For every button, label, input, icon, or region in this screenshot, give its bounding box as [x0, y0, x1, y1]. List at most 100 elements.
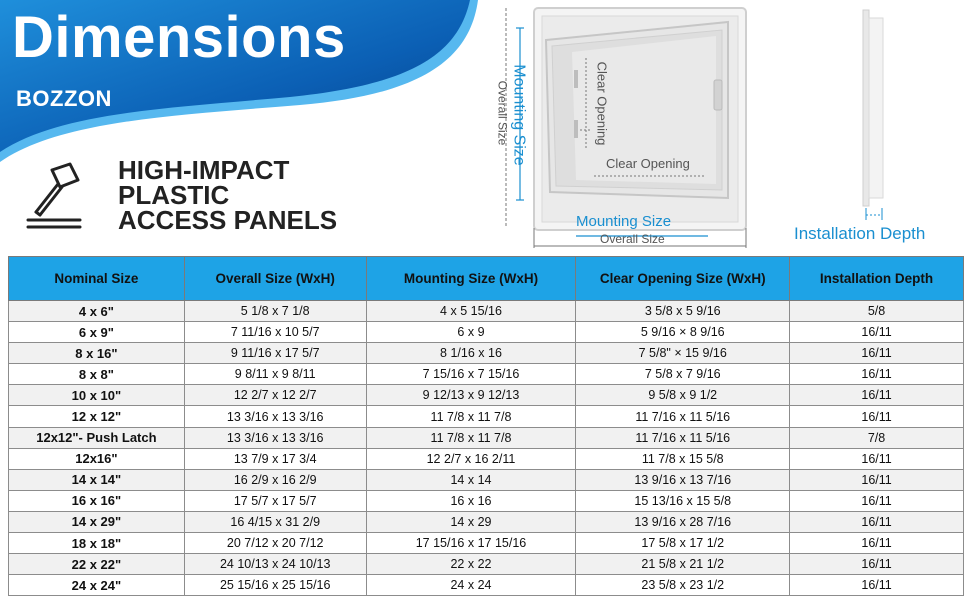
dimensions-table: Nominal Size Overall Size (WxH) Mounting…: [8, 256, 964, 597]
installation-depth-cell: 16/11: [789, 384, 964, 407]
mounting-size-cell: 9 12/13 x 9 12/13: [365, 384, 577, 407]
nominal-size-cell: 14 x 29": [8, 510, 185, 534]
mounting-size-cell: 22 x 22: [365, 553, 577, 576]
nominal-size-cell: 10 x 10": [8, 384, 185, 407]
mounting-size-cell: 24 x 24: [365, 574, 577, 597]
nominal-size-cell: 24 x 24": [8, 574, 185, 597]
overall-size-horizontal-label: Overall Size: [600, 232, 665, 246]
page-title: Dimensions: [12, 5, 346, 70]
clear-opening-cell: 11 7/8 x 15 5/8: [575, 447, 791, 470]
nominal-size-cell: 6 x 9": [8, 321, 185, 344]
table-row: 22 x 22" 24 10/13 x 24 10/13 22 x 22 21 5/8…: [8, 553, 964, 576]
heading-line-2: PLASTIC: [118, 180, 230, 210]
nominal-size-cell: 12x12"- Push Latch: [8, 426, 185, 449]
overall-size-cell: 25 15/16 x 25 15/16: [183, 574, 367, 597]
nominal-size-cell: 12x16": [8, 447, 185, 470]
table-row: 12x12"- Push Latch 13 3/16 x 13 3/16 11 7/…: [8, 426, 964, 449]
clear-opening-cell: 11 7/16 x 11 5/16: [575, 405, 791, 428]
table-row: 14 x 29" 16 4/15 x 31 2/9 14 x 29 13 9/16 x…: [8, 510, 964, 534]
overall-size-cell: 24 10/13 x 24 10/13: [183, 553, 367, 576]
installation-depth-cell: 16/11: [789, 321, 964, 344]
nominal-size-cell: 4 x 6": [8, 299, 185, 323]
nominal-size-cell: 12 x 12": [8, 405, 185, 428]
installation-depth-cell: 16/11: [789, 532, 964, 555]
nominal-size-cell: 18 x 18": [8, 532, 185, 555]
brand-logo: BOZZON: [16, 86, 112, 111]
table-row: 14 x 14" 16 2/9 x 16 2/9 14 x 14 13 9/16 x …: [8, 468, 964, 491]
overall-size-cell: 17 5/7 x 17 5/7: [183, 489, 367, 512]
clear-opening-cell: 23 5/8 x 23 1/2: [575, 574, 791, 597]
installation-depth-cell: 16/11: [789, 510, 964, 534]
installation-depth-cell: 16/11: [789, 468, 964, 491]
mounting-size-cell: 11 7/8 x 11 7/8: [365, 426, 577, 449]
clear-opening-cell: 21 5/8 x 21 1/2: [575, 553, 791, 576]
clear-opening-cell: 3 5/8 x 5 9/16: [575, 299, 791, 323]
hammer-icon: [22, 160, 92, 230]
table-row: 12x16" 13 7/9 x 17 3/4 12 2/7 x 16 2/11 11 …: [8, 447, 964, 470]
mounting-size-cell: 16 x 16: [365, 489, 577, 512]
clear-opening-cell: 15 13/16 x 15 5/8: [575, 489, 791, 512]
table-row: 10 x 10" 12 2/7 x 12 2/7 9 12/13 x 9 12/13…: [8, 384, 964, 407]
installation-depth-cell: 16/11: [789, 363, 964, 386]
overall-size-cell: 13 3/16 x 13 3/16: [183, 426, 367, 449]
overall-size-cell: 16 4/15 x 31 2/9: [183, 510, 367, 534]
clear-opening-cell: 13 9/16 x 13 7/16: [575, 468, 791, 491]
title-banner: Dimensions BOZZON: [0, 0, 480, 170]
nominal-size-cell: 8 x 16": [8, 342, 185, 365]
mounting-size-horizontal-label: Mounting Size: [576, 213, 672, 230]
nominal-size-cell: 22 x 22": [8, 553, 185, 576]
mounting-size-cell: 12 2/7 x 16 2/11: [365, 447, 577, 470]
overall-size-cell: 7 11/16 x 10 5/7: [183, 321, 367, 344]
clear-opening-cell: 13 9/16 x 28 7/16: [575, 510, 791, 534]
clear-opening-cell: 7 5/8 x 7 9/16: [575, 363, 791, 386]
installation-depth-cell: 5/8: [789, 299, 964, 323]
heading-line-1: HIGH-IMPACT: [118, 155, 290, 185]
installation-depth-cell: 16/11: [789, 405, 964, 428]
overall-size-cell: 20 7/12 x 20 7/12: [183, 532, 367, 555]
installation-depth-cell: 7/8: [789, 426, 964, 449]
installation-depth-label: Installation Depth: [794, 224, 926, 243]
overall-size-vertical-label: Overall Size: [495, 80, 510, 146]
heading-line-3: ACCESS PANELS: [118, 205, 338, 235]
mounting-size-cell: 17 15/16 x 17 15/16: [365, 532, 577, 555]
mounting-size-cell: 14 x 29: [365, 510, 577, 534]
table-row: 8 x 16" 9 11/16 x 17 5/7 8 1/16 x 16 7 5/8"…: [8, 342, 964, 365]
overall-size-cell: 16 2/9 x 16 2/9: [183, 468, 367, 491]
banner-background: [0, 0, 478, 162]
table-row: 18 x 18" 20 7/12 x 20 7/12 17 15/16 x 17 1…: [8, 532, 964, 555]
mounting-size-cell: 7 15/16 x 7 15/16: [365, 363, 577, 386]
header-installation-depth: Installation Depth: [789, 256, 964, 301]
mounting-size-cell: 4 x 5 15/16: [365, 299, 577, 323]
table-row: 16 x 16" 17 5/7 x 17 5/7 16 x 16 15 13/16 x…: [8, 489, 964, 512]
nominal-size-cell: 16 x 16": [8, 489, 185, 512]
overall-size-cell: 13 7/9 x 17 3/4: [183, 447, 367, 470]
header-mounting-size: Mounting Size (WxH): [365, 256, 577, 301]
header-overall-size: Overall Size (WxH): [183, 256, 367, 301]
installation-depth-cell: 16/11: [789, 553, 964, 576]
mounting-size-cell: 6 x 9: [365, 321, 577, 344]
overall-size-cell: 9 8/11 x 9 8/11: [183, 363, 367, 386]
clear-opening-vertical-label: Clear Opening: [594, 61, 610, 146]
side-view-diagram: [860, 8, 890, 223]
clear-opening-cell: 11 7/16 x 11 5/16: [575, 426, 791, 449]
panel-drawing: [505, 7, 747, 248]
installation-depth-cell: 16/11: [789, 342, 964, 365]
overall-size-cell: 9 11/16 x 17 5/7: [183, 342, 367, 365]
clear-opening-cell: 7 5/8" × 15 9/16: [575, 342, 791, 365]
header-clear-opening-size: Clear Opening Size (WxH): [575, 256, 791, 301]
nominal-size-cell: 8 x 8": [8, 363, 185, 386]
nominal-size-cell: 14 x 14": [8, 468, 185, 491]
overall-size-cell: 13 3/16 x 13 3/16: [183, 405, 367, 428]
product-heading: HIGH-IMPACT PLASTIC ACCESS PANELS: [118, 155, 338, 235]
clear-opening-horizontal-label: Clear Opening: [606, 156, 690, 171]
front-view-diagram: Mounting Size Overall Size Clear Opening…: [490, 0, 780, 250]
table-row: 12 x 12" 13 3/16 x 13 3/16 11 7/8 x 11 7/8…: [8, 405, 964, 428]
installation-depth-cell: 16/11: [789, 489, 964, 512]
mounting-size-vertical-label: Mounting Size: [510, 64, 528, 166]
mounting-size-cell: 8 1/16 x 16: [365, 342, 577, 365]
installation-depth-cell: 16/11: [789, 447, 964, 470]
overall-size-cell: 5 1/8 x 7 1/8: [183, 299, 367, 323]
table-row: 8 x 8" 9 8/11 x 9 8/11 7 15/16 x 7 15/16 7 …: [8, 363, 964, 386]
table-body: 4 x 6" 5 1/8 x 7 1/8 4 x 5 15/16 3 5/8 x 5 …: [8, 299, 964, 597]
